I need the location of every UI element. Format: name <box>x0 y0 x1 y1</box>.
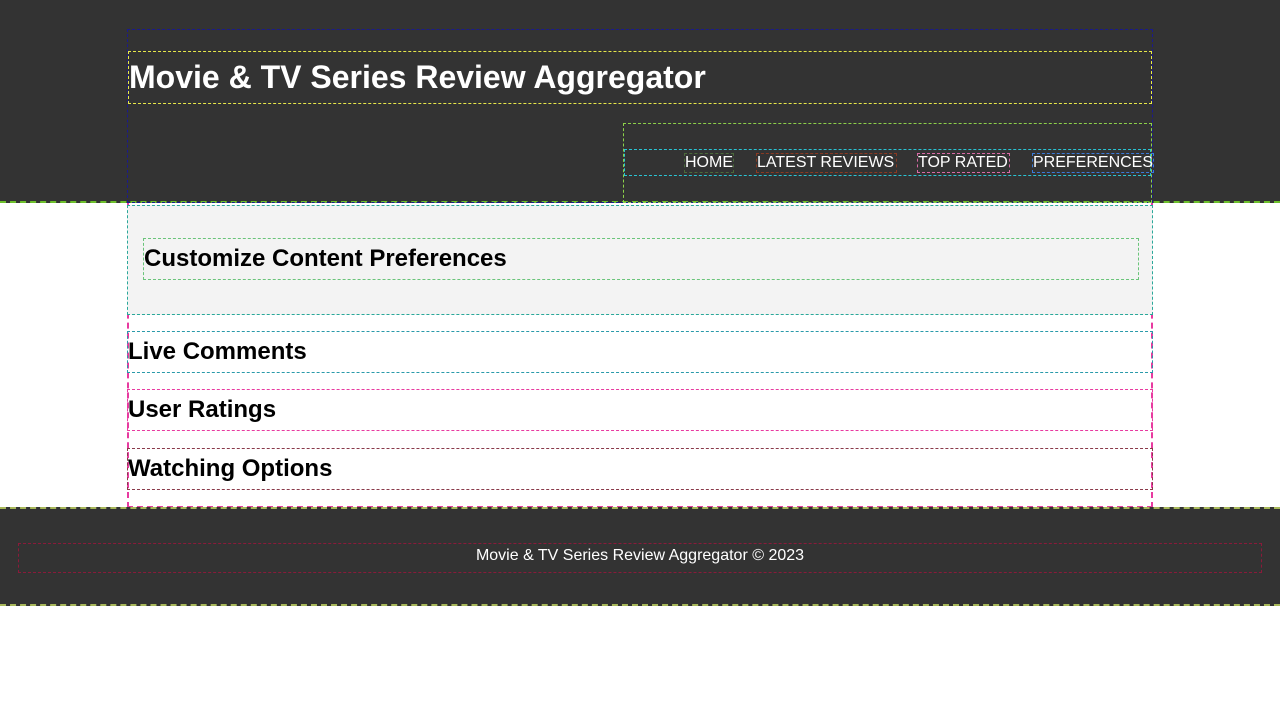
main-navigation: HOME LATEST REVIEWS TOP RATED PREFERENCE… <box>623 123 1154 203</box>
preferences-heading: Customize Content Preferences <box>143 238 1139 280</box>
nav-link-top-rated[interactable]: TOP RATED <box>917 153 1010 173</box>
header-container: Movie & TV Series Review Aggregator HOME… <box>127 29 1154 203</box>
footer-copyright: Movie & TV Series Review Aggregator © 20… <box>18 543 1262 573</box>
live-comments-heading: Live Comments <box>127 331 1153 373</box>
watching-options-heading: Watching Options <box>127 448 1153 490</box>
user-ratings-heading: User Ratings <box>127 389 1153 431</box>
nav-list: HOME LATEST REVIEWS TOP RATED PREFERENCE… <box>624 149 1154 176</box>
nav-link-latest-reviews[interactable]: LATEST REVIEWS <box>756 153 897 173</box>
site-footer: Movie & TV Series Review Aggregator © 20… <box>0 507 1280 606</box>
nav-link-preferences[interactable]: PREFERENCES <box>1032 153 1154 173</box>
preferences-panel: Customize Content Preferences <box>127 205 1153 315</box>
nav-link-home[interactable]: HOME <box>684 153 734 173</box>
site-header: Movie & TV Series Review Aggregator HOME… <box>0 0 1280 203</box>
site-title: Movie & TV Series Review Aggregator <box>128 51 1152 104</box>
